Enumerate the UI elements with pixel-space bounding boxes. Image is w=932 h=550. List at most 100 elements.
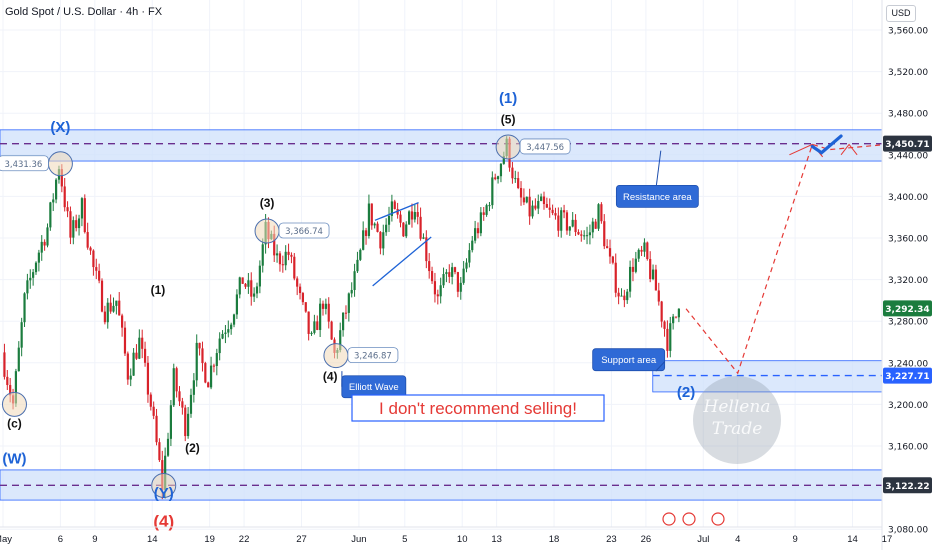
y-tick-label: 3,360.00 [888,235,928,245]
candle-body [402,222,405,237]
x-tick-label: 27 [296,534,307,545]
candle-body [350,289,353,294]
wave-label: (5) [501,113,516,127]
wave-label: (4) [323,369,338,383]
candle-body [184,407,187,437]
candle-body [195,342,198,381]
projection-arrow [840,143,858,156]
watermark-circle [693,376,781,464]
candle-body [654,269,658,291]
candle-body [115,300,118,306]
candle-body [40,241,43,253]
candle-body [614,262,617,293]
candle-body [46,227,49,246]
zones [0,129,928,501]
candle-body [519,188,523,198]
x-tick-label: 14 [847,534,858,545]
candle-body [565,212,569,231]
headline-box [351,394,605,422]
x-tick-label: 5 [402,534,407,545]
candle-body [261,244,264,266]
candle-body [26,280,29,294]
candle-body [141,337,144,349]
candle-body [247,280,250,287]
y-tick-label: 3,560.00 [888,27,928,37]
candle-body [672,316,675,324]
candle-body [379,231,382,249]
price-tag-text: 3,450.71 [885,140,929,150]
candle-body [453,267,457,273]
candle-body [86,232,89,248]
price-callout-text: 3,447.56 [526,143,564,153]
candle-body [626,291,629,301]
candle-body [54,179,58,200]
candle-body [577,232,580,235]
candle-body [465,262,468,269]
candle-body [603,221,606,247]
candle-body [192,380,195,395]
candle-body [491,177,494,206]
zone-box [0,129,883,162]
candle-body [319,303,322,330]
candle-body [109,302,112,312]
x-tick-label: 18 [549,534,560,545]
price-callout-text: 3,246.87 [354,352,392,362]
wave-label: (1) [151,283,166,297]
candle-body [52,199,55,203]
candle-body [425,237,428,262]
candle-body [339,330,342,351]
candle-body [307,311,310,334]
candle-body [557,215,560,231]
x-tick-label: Jun [351,534,366,545]
y-tick-label: 3,400.00 [888,193,928,203]
price-tag [883,367,932,384]
price-tag [883,135,932,152]
pivot-circle [47,151,73,177]
candle-body [250,280,253,297]
candle-body [181,401,184,408]
price-tag-text: 3,227.71 [885,372,929,382]
candle-body [430,271,434,282]
candle-body [531,205,534,217]
candle-body [112,305,115,312]
symbol-title: Gold Spot / U.S. Dollar · 4h · FX [5,6,163,18]
candle-body [341,312,345,331]
candle-body [118,300,121,316]
candle-body [405,224,408,237]
candle-body [482,212,485,215]
x-tick-label: Jul [697,534,709,545]
candle-body [646,242,649,260]
x-tick-label: 10 [457,534,468,545]
candle-body [164,455,167,490]
candle-body [301,293,305,303]
candle-body [98,270,101,281]
wave-label: (4) [153,512,174,531]
candle-body [218,338,221,354]
callout-box [592,348,666,372]
candle-body [551,209,554,214]
candle-body [316,321,319,330]
candle-body [657,290,660,302]
candle-body [281,264,284,266]
candle-body [258,265,261,287]
candle-body [606,246,609,249]
wave-label: (c) [7,416,22,430]
candle-body [474,228,477,241]
candle-body [126,353,129,380]
candle-body [20,322,23,348]
candle-body [129,375,132,380]
candle-body [468,250,471,263]
currency-label[interactable]: USD [886,5,916,22]
callout-pointer [655,361,666,372]
callout-text: Resistance area [623,192,692,203]
candle-body [83,198,86,233]
x-tick-label: 23 [606,534,617,545]
candle-body [669,323,672,351]
candle-body [525,196,528,203]
candle-body [459,282,462,292]
candle-body [138,337,141,359]
candle-body [146,362,150,395]
candle-body [419,216,422,239]
candle-body [562,210,566,213]
